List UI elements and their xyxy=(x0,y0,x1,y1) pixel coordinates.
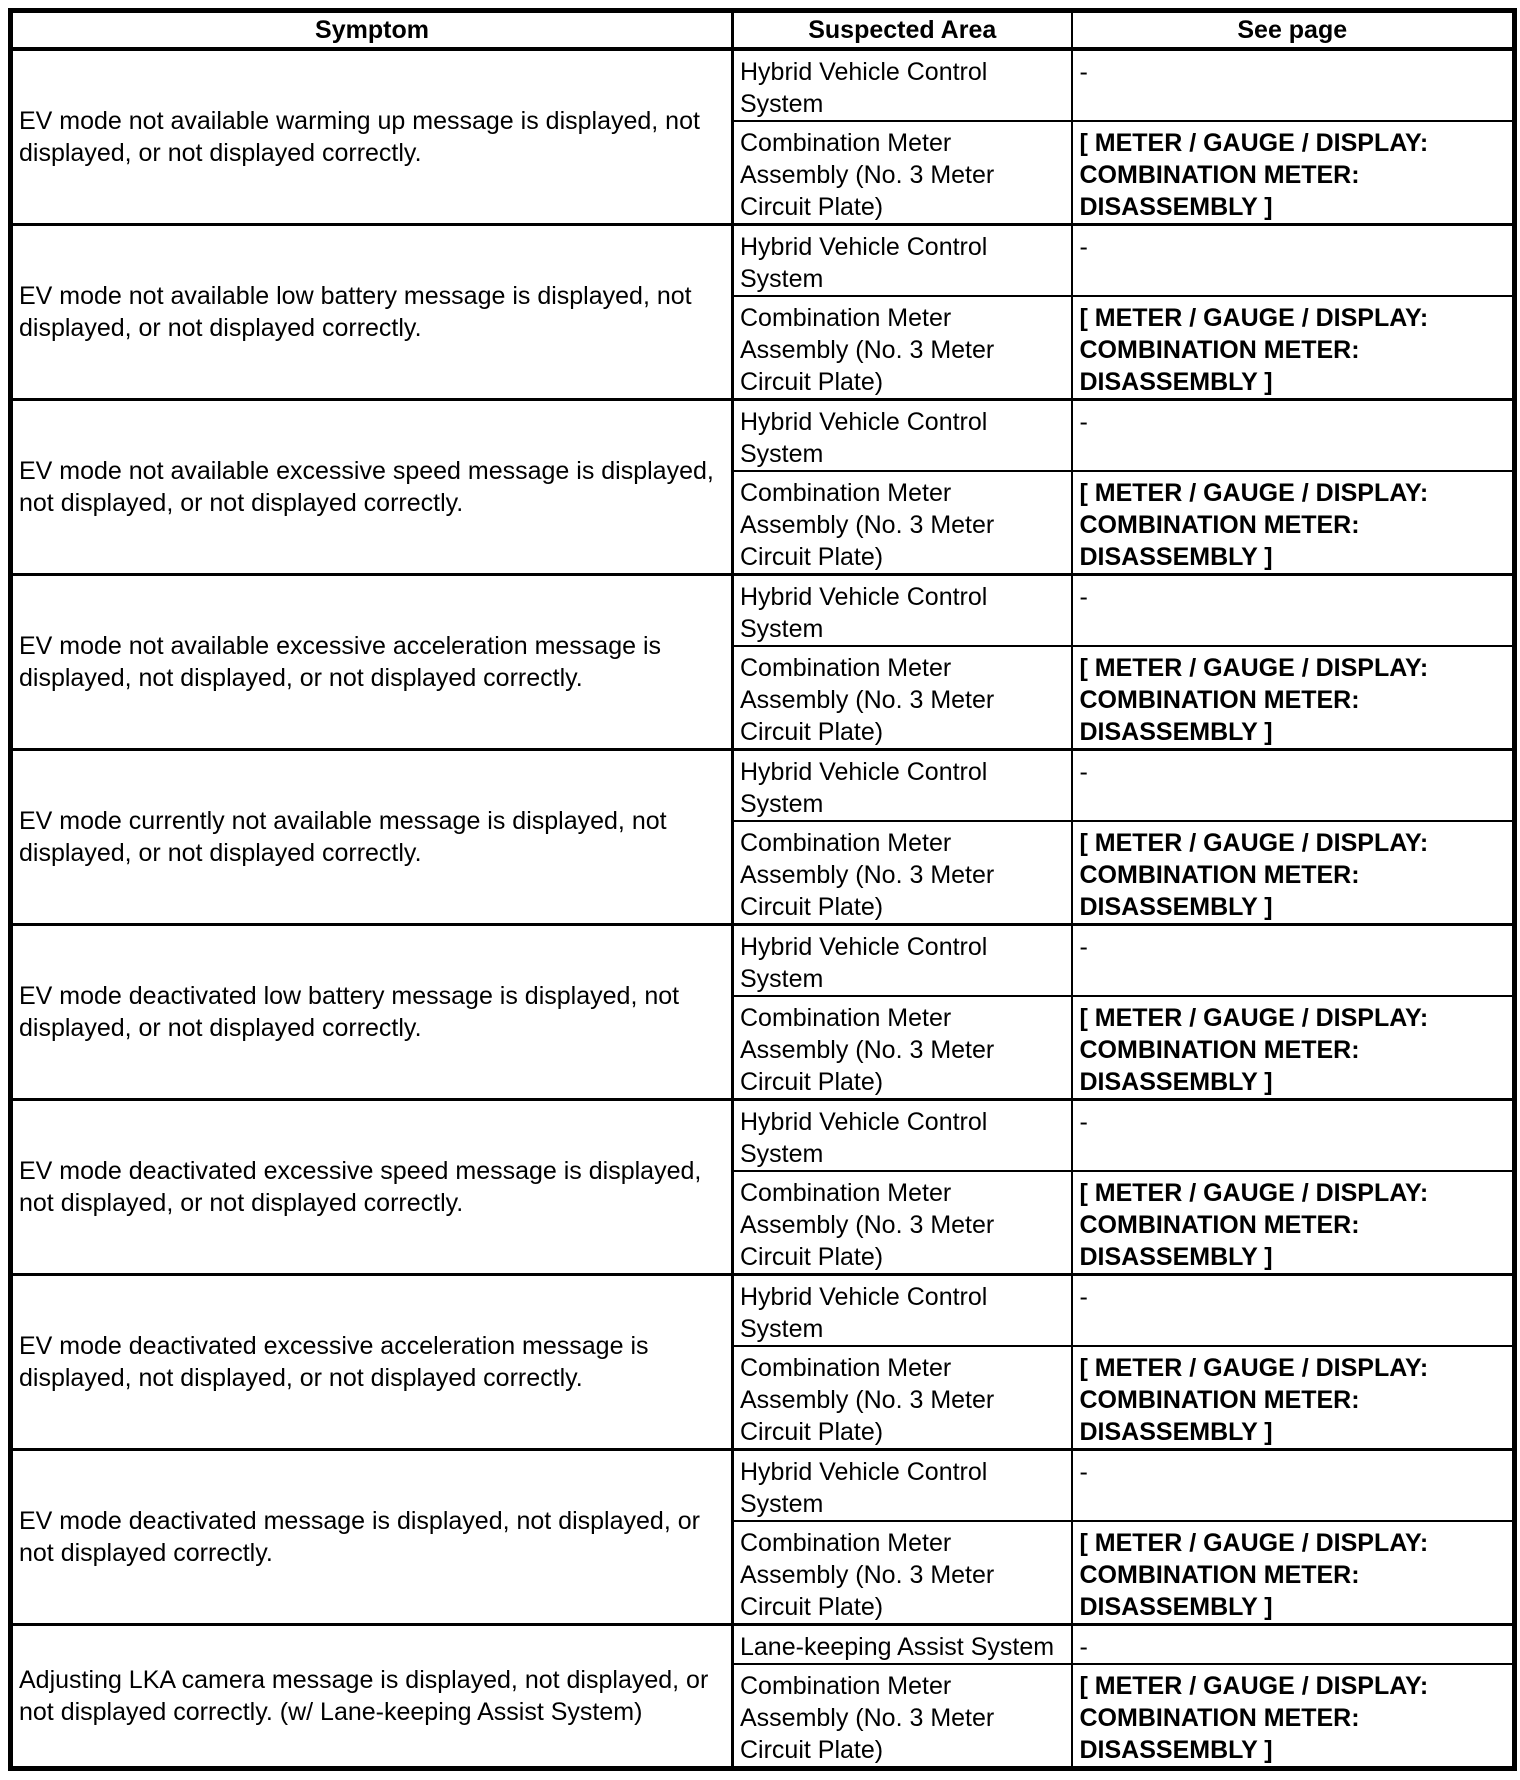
see-page-cell: [ METER / GAUGE / DISPLAY: COMBINATION M… xyxy=(1070,1663,1516,1770)
see-page-cell: - xyxy=(1070,47,1516,122)
table-row: Combination Meter Assembly (No. 3 Meter … xyxy=(11,1345,1516,1451)
column-header-symptom: Symptom xyxy=(9,9,734,51)
table-row: EV mode not available low battery messag… xyxy=(9,223,1516,401)
see-page-cell: - xyxy=(1070,398,1516,472)
table-row: Combination Meter Assembly (No. 3 Meter … xyxy=(11,1170,1516,1276)
see-page-cell: [ METER / GAUGE / DISPLAY: COMBINATION M… xyxy=(1070,645,1516,751)
symptom-cell: EV mode not available low battery messag… xyxy=(9,223,734,401)
column-header-suspected-area: Suspected Area xyxy=(731,9,1073,51)
suspected-area-cell: Hybrid Vehicle Control System xyxy=(731,47,1073,122)
table-row: EV mode currently not available message … xyxy=(9,748,1516,926)
see-page-cell: [ METER / GAUGE / DISPLAY: COMBINATION M… xyxy=(1070,820,1516,926)
symptom-cell: EV mode not available excessive accelera… xyxy=(9,573,734,751)
table-row: Combination Meter Assembly (No. 3 Meter … xyxy=(11,1520,1516,1626)
table-row: EV mode deactivated message is displayed… xyxy=(9,1448,1516,1626)
symptom-cell: EV mode deactivated excessive accelerati… xyxy=(9,1273,734,1451)
table-row: Combination Meter Assembly (No. 3 Meter … xyxy=(11,820,1516,926)
symptom-cell: EV mode deactivated message is displayed… xyxy=(9,1448,734,1626)
symptom-cell: EV mode deactivated excessive speed mess… xyxy=(9,1098,734,1276)
suspected-area-cell: Combination Meter Assembly (No. 3 Meter … xyxy=(731,1663,1073,1770)
see-page-cell: [ METER / GAUGE / DISPLAY: COMBINATION M… xyxy=(1070,1345,1516,1451)
table-row: EV mode not available excessive accelera… xyxy=(9,573,1516,751)
suspected-area-cell: Hybrid Vehicle Control System xyxy=(731,573,1073,647)
suspected-area-cell: Lane-keeping Assist System xyxy=(731,1623,1073,1665)
table-row: Adjusting LKA camera message is displaye… xyxy=(9,1623,1516,1770)
see-page-cell: [ METER / GAUGE / DISPLAY: COMBINATION M… xyxy=(1070,995,1516,1101)
symptom-table: Symptom Suspected Area See page EV mode … xyxy=(8,8,1517,1771)
table-body: EV mode not available warming up message… xyxy=(9,47,1516,1770)
suspected-area-cell: Hybrid Vehicle Control System xyxy=(731,1098,1073,1172)
suspected-area-cell: Combination Meter Assembly (No. 3 Meter … xyxy=(731,995,1073,1101)
see-page-cell: - xyxy=(1070,923,1516,997)
table-header: Symptom Suspected Area See page xyxy=(9,9,1516,51)
table-row: EV mode deactivated low battery message … xyxy=(9,923,1516,1101)
see-page-cell: - xyxy=(1070,223,1516,297)
table-row: Combination Meter Assembly (No. 3 Meter … xyxy=(11,1663,1516,1770)
suspected-area-cell: Hybrid Vehicle Control System xyxy=(731,1273,1073,1347)
suspected-area-cell: Combination Meter Assembly (No. 3 Meter … xyxy=(731,1170,1073,1276)
see-page-cell: - xyxy=(1070,1098,1516,1172)
column-header-see-page: See page xyxy=(1070,9,1516,51)
symptom-cell: EV mode deactivated low battery message … xyxy=(9,923,734,1101)
table-row: EV mode not available warming up message… xyxy=(9,47,1516,226)
suspected-area-cell: Combination Meter Assembly (No. 3 Meter … xyxy=(731,645,1073,751)
header-row: Symptom Suspected Area See page xyxy=(9,9,1516,51)
suspected-area-cell: Hybrid Vehicle Control System xyxy=(731,748,1073,822)
suspected-area-cell: Combination Meter Assembly (No. 3 Meter … xyxy=(731,1520,1073,1626)
see-page-cell: - xyxy=(1070,748,1516,822)
symptom-cell: Adjusting LKA camera message is displaye… xyxy=(9,1623,734,1770)
suspected-area-cell: Combination Meter Assembly (No. 3 Meter … xyxy=(731,1345,1073,1451)
symptom-cell: EV mode not available excessive speed me… xyxy=(9,398,734,576)
suspected-area-cell: Combination Meter Assembly (No. 3 Meter … xyxy=(731,295,1073,401)
table-row: Combination Meter Assembly (No. 3 Meter … xyxy=(11,470,1516,576)
table-row: Combination Meter Assembly (No. 3 Meter … xyxy=(11,295,1516,401)
table-row: EV mode deactivated excessive speed mess… xyxy=(9,1098,1516,1276)
table-row: Combination Meter Assembly (No. 3 Meter … xyxy=(11,645,1516,751)
table-row: EV mode not available excessive speed me… xyxy=(9,398,1516,576)
suspected-area-cell: Combination Meter Assembly (No. 3 Meter … xyxy=(731,820,1073,926)
symptom-cell: EV mode currently not available message … xyxy=(9,748,734,926)
see-page-cell: [ METER / GAUGE / DISPLAY: COMBINATION M… xyxy=(1070,1520,1516,1626)
table-row: Combination Meter Assembly (No. 3 Meter … xyxy=(11,120,1516,226)
see-page-cell: - xyxy=(1070,1623,1516,1665)
see-page-cell: [ METER / GAUGE / DISPLAY: COMBINATION M… xyxy=(1070,295,1516,401)
see-page-cell: - xyxy=(1070,1448,1516,1522)
table-row: Combination Meter Assembly (No. 3 Meter … xyxy=(11,995,1516,1101)
see-page-cell: [ METER / GAUGE / DISPLAY: COMBINATION M… xyxy=(1070,470,1516,576)
suspected-area-cell: Combination Meter Assembly (No. 3 Meter … xyxy=(731,120,1073,226)
see-page-cell: [ METER / GAUGE / DISPLAY: COMBINATION M… xyxy=(1070,1170,1516,1276)
symptom-cell: EV mode not available warming up message… xyxy=(9,47,734,226)
table-row: EV mode deactivated excessive accelerati… xyxy=(9,1273,1516,1451)
suspected-area-cell: Hybrid Vehicle Control System xyxy=(731,398,1073,472)
suspected-area-cell: Combination Meter Assembly (No. 3 Meter … xyxy=(731,470,1073,576)
suspected-area-cell: Hybrid Vehicle Control System xyxy=(731,223,1073,297)
suspected-area-cell: Hybrid Vehicle Control System xyxy=(731,923,1073,997)
see-page-cell: - xyxy=(1070,1273,1516,1347)
see-page-cell: [ METER / GAUGE / DISPLAY: COMBINATION M… xyxy=(1070,120,1516,226)
suspected-area-cell: Hybrid Vehicle Control System xyxy=(731,1448,1073,1522)
see-page-cell: - xyxy=(1070,573,1516,647)
